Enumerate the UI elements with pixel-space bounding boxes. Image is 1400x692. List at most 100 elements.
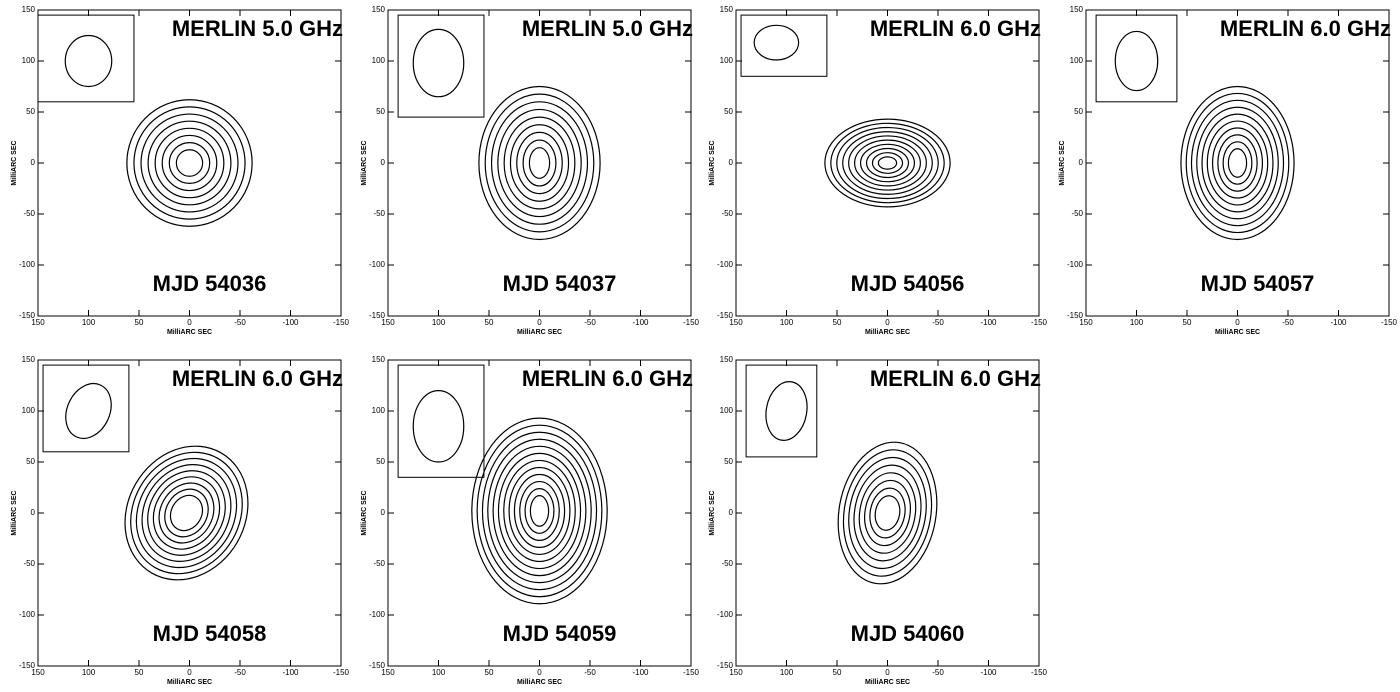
beam-box: [1095, 14, 1178, 103]
contour: [164, 488, 209, 538]
x-tick-label: 150: [31, 318, 45, 327]
x-tick-label: -150: [683, 318, 700, 327]
y-tick-label: 0: [381, 508, 386, 517]
x-tick-label: -150: [1031, 668, 1048, 677]
contour: [497, 108, 582, 218]
beam: [753, 24, 800, 61]
panel-title: MERLIN 6.0 GHz: [870, 16, 1041, 41]
contour: [871, 152, 904, 174]
beam-box: [37, 14, 135, 103]
y-tick-label: 100: [372, 56, 386, 65]
epoch-label: MJD 54060: [851, 621, 965, 646]
contour: [154, 127, 225, 199]
contour: [152, 476, 221, 550]
x-tick-label: 50: [833, 318, 842, 327]
contour: [859, 143, 916, 183]
contour: [842, 449, 933, 577]
x-tick-label: 0: [1235, 318, 1240, 327]
epoch-label: MJD 54037: [503, 271, 617, 296]
y-tick-label: 0: [31, 158, 36, 167]
contour: [126, 99, 253, 227]
y-tick-label: 50: [26, 107, 35, 116]
x-axis-label: MilliARC SEC: [167, 679, 212, 686]
beam-box: [397, 364, 485, 478]
x-tick-label: -100: [1330, 318, 1347, 327]
contour: [484, 93, 595, 233]
y-tick-label: -50: [23, 559, 35, 568]
y-tick-label: 150: [372, 355, 386, 364]
y-tick-label: -100: [1067, 260, 1084, 269]
y-tick-label: 100: [720, 406, 734, 415]
x-axis-label: MilliARC SEC: [865, 329, 910, 336]
y-tick-label: 150: [372, 5, 386, 14]
contour: [842, 131, 933, 195]
x-tick-label: -150: [333, 318, 350, 327]
x-axis-label: MilliARC SEC: [1215, 329, 1260, 336]
y-tick-label: 150: [720, 5, 734, 14]
contour: [529, 495, 550, 527]
x-tick-label: 50: [1183, 318, 1192, 327]
x-tick-label: -100: [632, 318, 649, 327]
x-tick-label: 100: [432, 668, 446, 677]
x-tick-label: -100: [282, 668, 299, 677]
y-tick-label: -150: [369, 661, 386, 670]
contour: [147, 470, 226, 556]
contour: [877, 156, 898, 170]
x-tick-label: 150: [729, 318, 743, 327]
panel: 150 100 50 0 -50 -100 -150 -150 -100 -50 0 50 100 150…: [11, 355, 350, 686]
y-axis-label: MilliARC SEC: [11, 140, 18, 185]
y-tick-label: 150: [22, 355, 36, 364]
y-tick-label: 50: [376, 457, 385, 466]
x-axis-label: MilliARC SEC: [517, 679, 562, 686]
panel: 150 100 50 0 -50 -100 -150 -150 -100 -50 0 50 100 150…: [1059, 5, 1398, 336]
x-tick-label: -100: [980, 668, 997, 677]
x-tick-label: -50: [932, 318, 944, 327]
y-tick-label: -100: [369, 610, 386, 619]
contour: [135, 457, 238, 569]
contour: [508, 466, 571, 556]
x-tick-label: -100: [980, 318, 997, 327]
x-tick-label: 0: [537, 668, 542, 677]
contour: [865, 147, 910, 179]
contour: [1196, 106, 1279, 220]
contour: [481, 431, 598, 591]
x-tick-label: 50: [135, 318, 144, 327]
x-tick-label: -50: [584, 318, 596, 327]
y-tick-label: -50: [721, 559, 733, 568]
beam: [65, 383, 112, 439]
y-tick-label: -150: [1067, 311, 1084, 320]
y-tick-label: -100: [717, 610, 734, 619]
y-tick-label: 100: [22, 56, 36, 65]
y-tick-label: 50: [376, 107, 385, 116]
y-axis-label: MilliARC SEC: [709, 490, 716, 535]
y-tick-label: 0: [381, 158, 386, 167]
y-tick-label: 0: [729, 158, 734, 167]
contour: [169, 494, 204, 532]
contour: [140, 113, 239, 213]
beam: [1114, 30, 1159, 92]
contour: [848, 456, 927, 570]
y-axis-label: MilliARC SEC: [709, 140, 716, 185]
x-tick-label: -50: [584, 668, 596, 677]
contour: [836, 126, 939, 200]
panel-title: MERLIN 6.0 GHz: [1220, 16, 1391, 41]
y-tick-label: -50: [1071, 209, 1083, 218]
epoch-label: MJD 54058: [153, 621, 267, 646]
contour: [524, 488, 555, 534]
y-tick-label: -100: [717, 260, 734, 269]
panel: 150 100 50 0 -50 -100 -150 -150 -100 -50 0 50 100 150…: [709, 355, 1048, 686]
beam: [765, 381, 808, 441]
contour: [858, 472, 917, 554]
x-tick-label: 100: [780, 668, 794, 677]
x-tick-label: -100: [282, 318, 299, 327]
y-tick-label: 150: [720, 355, 734, 364]
contour: [1185, 92, 1290, 234]
y-tick-label: -50: [721, 209, 733, 218]
y-axis-label: MilliARC SEC: [361, 490, 368, 535]
contour: [837, 441, 938, 585]
x-tick-label: 0: [885, 318, 890, 327]
x-tick-label: 100: [82, 318, 96, 327]
contour: [147, 120, 232, 206]
y-axis-label: MilliARC SEC: [1059, 140, 1066, 185]
